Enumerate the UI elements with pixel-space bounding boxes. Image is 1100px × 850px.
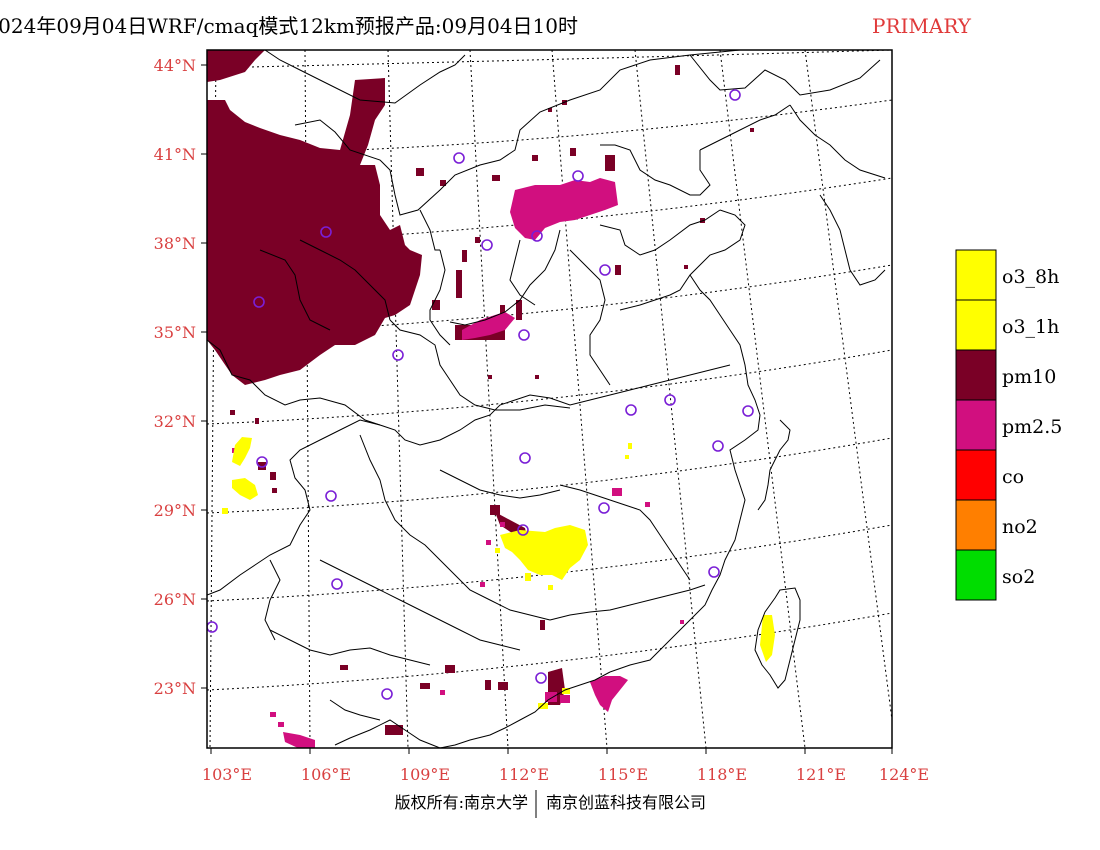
o3-regions [222, 437, 775, 709]
map-title-tag: PRIMARY [872, 14, 972, 38]
legend-swatch-o3-1h [955, 299, 997, 351]
lon-label: 118°E [697, 765, 747, 784]
legend-swatch-o3-8h [955, 249, 997, 301]
lon-label: 121°E [796, 765, 846, 784]
legend: o3_8h o3_1h pm10 pm2.5 co no2 so2 [955, 249, 1062, 601]
lat-label: 44°N [154, 56, 196, 75]
legend-swatch-so2 [955, 549, 997, 601]
lon-label: 103°E [202, 765, 252, 784]
lat-label: 26°N [154, 590, 196, 609]
legend-swatch-pm25 [955, 399, 997, 451]
legend-label-co: co [1002, 466, 1024, 488]
lat-label: 32°N [154, 412, 196, 431]
latitude-gridlines [207, 50, 892, 691]
lat-label: 41°N [154, 145, 196, 164]
lon-label: 112°E [499, 765, 549, 784]
lon-label: 106°E [301, 765, 351, 784]
legend-label-so2: so2 [1002, 566, 1035, 588]
lon-label: 109°E [400, 765, 450, 784]
legend-label-o3-8h: o3_8h [1002, 266, 1059, 288]
station-markers [207, 89, 754, 700]
boundaries [207, 50, 886, 748]
lat-label: 23°N [154, 679, 196, 698]
legend-swatch-pm10 [955, 349, 997, 401]
latitude-ticks [201, 64, 207, 689]
footer-company: 南京创蓝科技有限公司 [546, 793, 706, 812]
map-title: 2024年09月04日WRF/cmaq模式12km预报产品:09月04日10时 [0, 14, 578, 38]
lon-label: 115°E [598, 765, 648, 784]
legend-label-no2: no2 [1002, 516, 1038, 538]
footer-copyright: 版权所有:南京大学 [395, 793, 528, 812]
latitude-labels: 44°N 41°N 38°N 35°N 32°N 29°N 26°N 23°N [154, 56, 196, 698]
map-panel: 44°N 41°N 38°N 35°N 32°N 29°N 26°N 23°N … [154, 49, 929, 784]
lat-label: 35°N [154, 323, 196, 342]
legend-label-pm10: pm10 [1002, 366, 1056, 388]
lat-label: 38°N [154, 234, 196, 253]
pm25-regions [232, 178, 684, 748]
legend-label-o3-1h: o3_1h [1002, 316, 1059, 338]
legend-label-pm25: pm2.5 [1002, 416, 1062, 438]
lat-label: 29°N [154, 501, 196, 520]
lon-label: 124°E [879, 765, 929, 784]
legend-swatch-no2 [955, 499, 997, 551]
footer: 版权所有:南京大学 南京创蓝科技有限公司 [395, 790, 706, 818]
legend-swatch-co [955, 449, 997, 501]
longitude-labels: 103°E 106°E 109°E 112°E 115°E 118°E 121°… [202, 765, 929, 784]
longitude-ticks [210, 748, 893, 754]
